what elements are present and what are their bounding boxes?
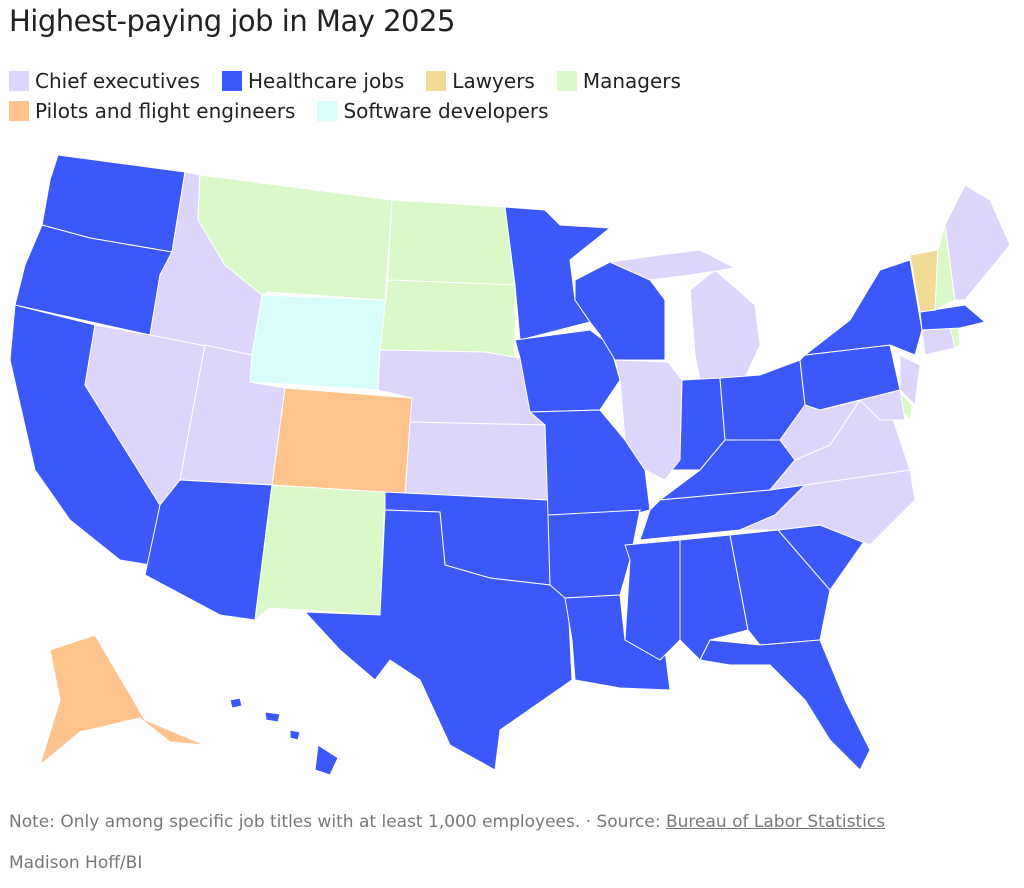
state (314, 744, 339, 776)
state (547, 509, 641, 599)
state (303, 509, 573, 771)
legend-swatch (556, 71, 577, 91)
state (689, 269, 761, 381)
source-link[interactable]: Bureau of Labor Statistics (666, 812, 886, 832)
legend-label: Lawyers (452, 69, 535, 93)
state (379, 279, 516, 361)
source-prefix: · Source: (585, 812, 661, 832)
legend-item: Pilots and flight engineers (9, 96, 295, 126)
title: Highest-paying job in May 2025 (9, 4, 455, 38)
state (944, 184, 1011, 301)
state (229, 697, 243, 709)
state (564, 594, 671, 691)
state (819, 389, 906, 421)
state (144, 479, 273, 621)
legend-label: Healthcare jobs (248, 69, 405, 93)
legend-item: Managers (556, 66, 681, 96)
state (289, 729, 301, 741)
state (739, 469, 916, 546)
state (608, 249, 737, 281)
legend-label: Pilots and flight engineers (35, 99, 296, 123)
state (803, 259, 923, 356)
state (271, 387, 413, 496)
state (919, 304, 987, 331)
state (254, 484, 386, 622)
legend-label: Software developers (343, 99, 549, 123)
state (699, 639, 871, 771)
state (614, 359, 683, 481)
legend-label: Chief executives (35, 69, 201, 93)
legend-item: Chief executives (9, 66, 200, 96)
state (624, 539, 681, 661)
legend-item: Lawyers (426, 66, 535, 96)
state (404, 421, 549, 501)
legend-swatch (426, 71, 447, 91)
state (39, 634, 206, 767)
legend-swatch (317, 101, 338, 121)
note: Note: Only among specific job titles wit… (9, 812, 581, 832)
footnote: Note: Only among specific job titles wit… (9, 812, 885, 832)
legend-swatch (9, 101, 29, 121)
map (9, 154, 1011, 776)
legend-swatch (9, 71, 29, 91)
state (387, 199, 516, 286)
legend-swatch (222, 71, 243, 91)
legend-item: Healthcare jobs (222, 66, 404, 96)
state (899, 354, 921, 407)
state (249, 294, 386, 391)
legend-item: Software developers (317, 96, 549, 126)
state (504, 206, 612, 341)
credit: Madison Hoff/BI (9, 853, 143, 873)
legend: Chief executives Healthcare jobs Lawyers Ma… (9, 66, 909, 126)
state (264, 711, 281, 723)
state (514, 329, 621, 413)
state (921, 326, 956, 356)
legend-label: Managers (582, 69, 681, 93)
